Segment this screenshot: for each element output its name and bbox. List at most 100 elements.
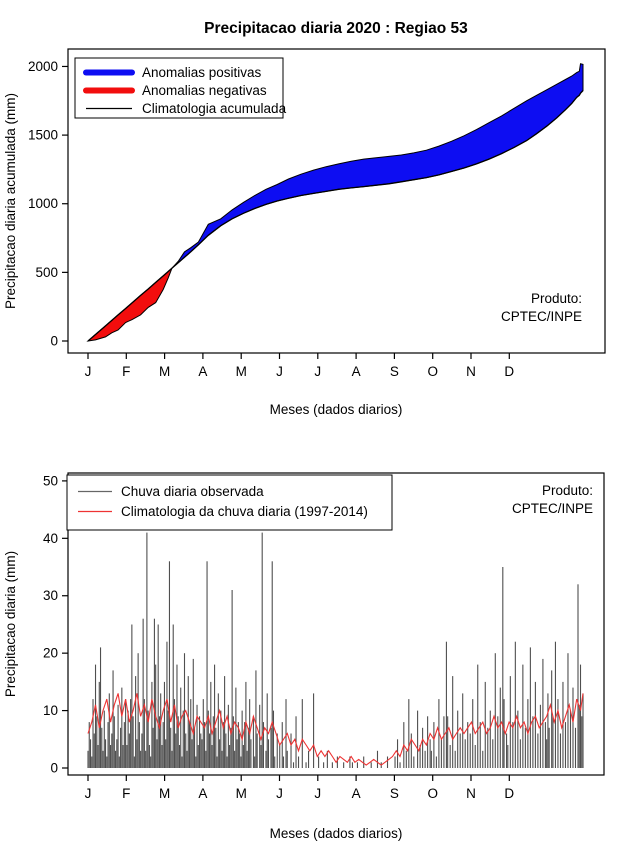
y-tick-label: 2000 <box>28 59 58 74</box>
daily-rain-bar <box>186 750 188 768</box>
daily-rain-bar <box>517 710 519 768</box>
daily-rain-bar <box>102 750 104 768</box>
daily-rain-bar <box>529 647 531 768</box>
daily-rain-bar <box>125 699 127 768</box>
daily-rain-bar <box>509 676 511 768</box>
daily-rain-bar <box>237 722 239 768</box>
bottom-series-bars <box>87 532 584 768</box>
daily-rain-bar <box>181 756 183 768</box>
daily-rain-bar <box>197 745 199 768</box>
daily-rain-bar <box>156 739 158 768</box>
daily-rain-bar <box>108 693 110 768</box>
daily-rain-bar <box>301 699 303 768</box>
daily-rain-bar <box>92 699 94 768</box>
daily-rain-bar <box>318 756 320 768</box>
daily-rain-bar <box>524 727 526 768</box>
daily-rain-bar <box>140 750 142 768</box>
daily-rain-bar <box>457 710 459 768</box>
y-tick-label: 500 <box>35 265 58 280</box>
daily-rain-bar <box>166 641 168 768</box>
daily-rain-bar <box>121 687 123 768</box>
daily-rain-bar <box>205 750 207 768</box>
daily-rain-bar <box>494 653 496 768</box>
daily-rain-bar <box>118 756 120 768</box>
daily-rain-bar <box>399 762 401 768</box>
daily-rain-bar <box>254 756 256 768</box>
y-tick-label: 1000 <box>28 196 58 211</box>
daily-rain-bar <box>192 658 194 768</box>
daily-rain-bar <box>503 699 505 768</box>
daily-rain-bar <box>507 745 509 768</box>
x-tick-label: A <box>352 786 361 801</box>
x-tick-label: A <box>198 364 207 379</box>
top-produto-watermark: Produto: CPTEC/INPE <box>501 291 582 324</box>
daily-rain-bar <box>106 756 108 768</box>
daily-rain-bar <box>512 722 514 768</box>
daily-rain-bar <box>256 733 258 768</box>
daily-rain-bar <box>578 704 580 768</box>
daily-rain-bar <box>479 722 481 768</box>
daily-rain-bar <box>146 532 148 768</box>
daily-rain-bar <box>143 699 145 768</box>
x-tick-label: S <box>390 364 399 379</box>
daily-rain-bar <box>581 716 583 768</box>
daily-rain-bar <box>110 745 112 768</box>
daily-rain-bar <box>116 739 118 768</box>
daily-rain-bar <box>137 653 139 768</box>
daily-rain-bar <box>290 733 292 768</box>
daily-rain-bar <box>195 756 197 768</box>
daily-rain-bar <box>489 710 491 768</box>
daily-rain-bar <box>252 716 254 768</box>
daily-rain-bar <box>236 739 238 768</box>
daily-rain-bar <box>141 733 143 768</box>
daily-rain-bar <box>126 745 128 768</box>
bottom-legend-label-1: Climatologia da chuva diaria (1997-2014) <box>121 504 368 519</box>
daily-rain-bar <box>180 687 182 768</box>
daily-rain-bar <box>522 664 524 768</box>
daily-rain-bar <box>221 750 223 768</box>
daily-rain-bar <box>188 722 191 768</box>
daily-rain-bar <box>454 750 456 768</box>
daily-rain-bar <box>104 739 107 768</box>
daily-rain-bar <box>215 727 217 768</box>
x-tick-label: J <box>314 786 321 801</box>
daily-rain-bar <box>484 681 486 768</box>
daily-rain-bar <box>386 756 389 768</box>
daily-rain-bar <box>168 561 171 768</box>
daily-rain-bar <box>557 699 559 768</box>
daily-rain-bar <box>182 710 184 768</box>
daily-rain-bar <box>435 756 437 768</box>
daily-rain-bar <box>548 727 550 768</box>
top-yaxis-title: Precipitacao diaria acumulada (mm) <box>3 93 18 309</box>
daily-rain-bar <box>308 750 310 768</box>
daily-rain-bar <box>97 745 99 768</box>
daily-rain-bar <box>356 762 358 768</box>
daily-rain-bar <box>147 710 149 768</box>
daily-rain-bar <box>286 750 288 768</box>
daily-rain-bar <box>113 716 115 768</box>
daily-rain-bar <box>111 733 113 768</box>
daily-rain-bar <box>443 716 445 768</box>
daily-rain-bar <box>244 722 246 768</box>
daily-rain-bar <box>274 756 276 768</box>
daily-rain-bar <box>93 733 95 768</box>
daily-rain-bar <box>534 681 536 768</box>
daily-rain-bar <box>270 727 272 768</box>
daily-rain-bar <box>170 727 172 768</box>
x-tick-label: S <box>390 786 399 801</box>
daily-rain-bar <box>272 710 275 768</box>
daily-rain-bar <box>176 664 178 768</box>
daily-rain-bar <box>281 722 283 768</box>
daily-rain-bar <box>267 739 270 768</box>
daily-rain-bar <box>363 756 365 768</box>
daily-rain-bar <box>469 733 471 768</box>
daily-rain-bar <box>452 676 454 768</box>
x-tick-label: M <box>236 364 247 379</box>
daily-rain-bar <box>112 670 114 768</box>
daily-rain-bar <box>394 756 396 768</box>
daily-rain-bar <box>343 762 345 768</box>
daily-rain-bar <box>499 687 501 768</box>
daily-rain-bar <box>246 750 248 768</box>
bottom-legend: Chuva diaria observada Climatologia da c… <box>66 474 393 531</box>
daily-rain-bar <box>552 716 554 768</box>
